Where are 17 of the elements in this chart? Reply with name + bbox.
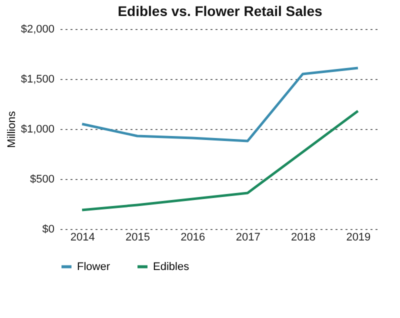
y-tick-label: $500	[30, 174, 54, 186]
y-tick-label: $2,000	[20, 24, 54, 36]
x-tick-label: 2016	[180, 232, 206, 244]
x-tick-label: 2014	[70, 232, 95, 244]
x-tick-label: 2018	[291, 232, 316, 244]
y-tick-label: $0	[42, 224, 54, 236]
y-tick-label: $1,000	[20, 124, 54, 136]
legend-label: Flower	[77, 260, 110, 273]
chart-title: Edibles vs. Flower Retail Sales	[118, 3, 323, 19]
line-series	[80, 66, 360, 142]
x-tick-label: 2019	[346, 232, 371, 244]
x-tick-label: 2015	[126, 232, 150, 244]
line-series	[80, 110, 360, 212]
legend-label: Edibles	[153, 260, 190, 273]
y-axis-title: Millions	[6, 110, 18, 148]
y-tick-label: $1,500	[20, 74, 54, 86]
x-tick-label: 2017	[236, 232, 260, 244]
